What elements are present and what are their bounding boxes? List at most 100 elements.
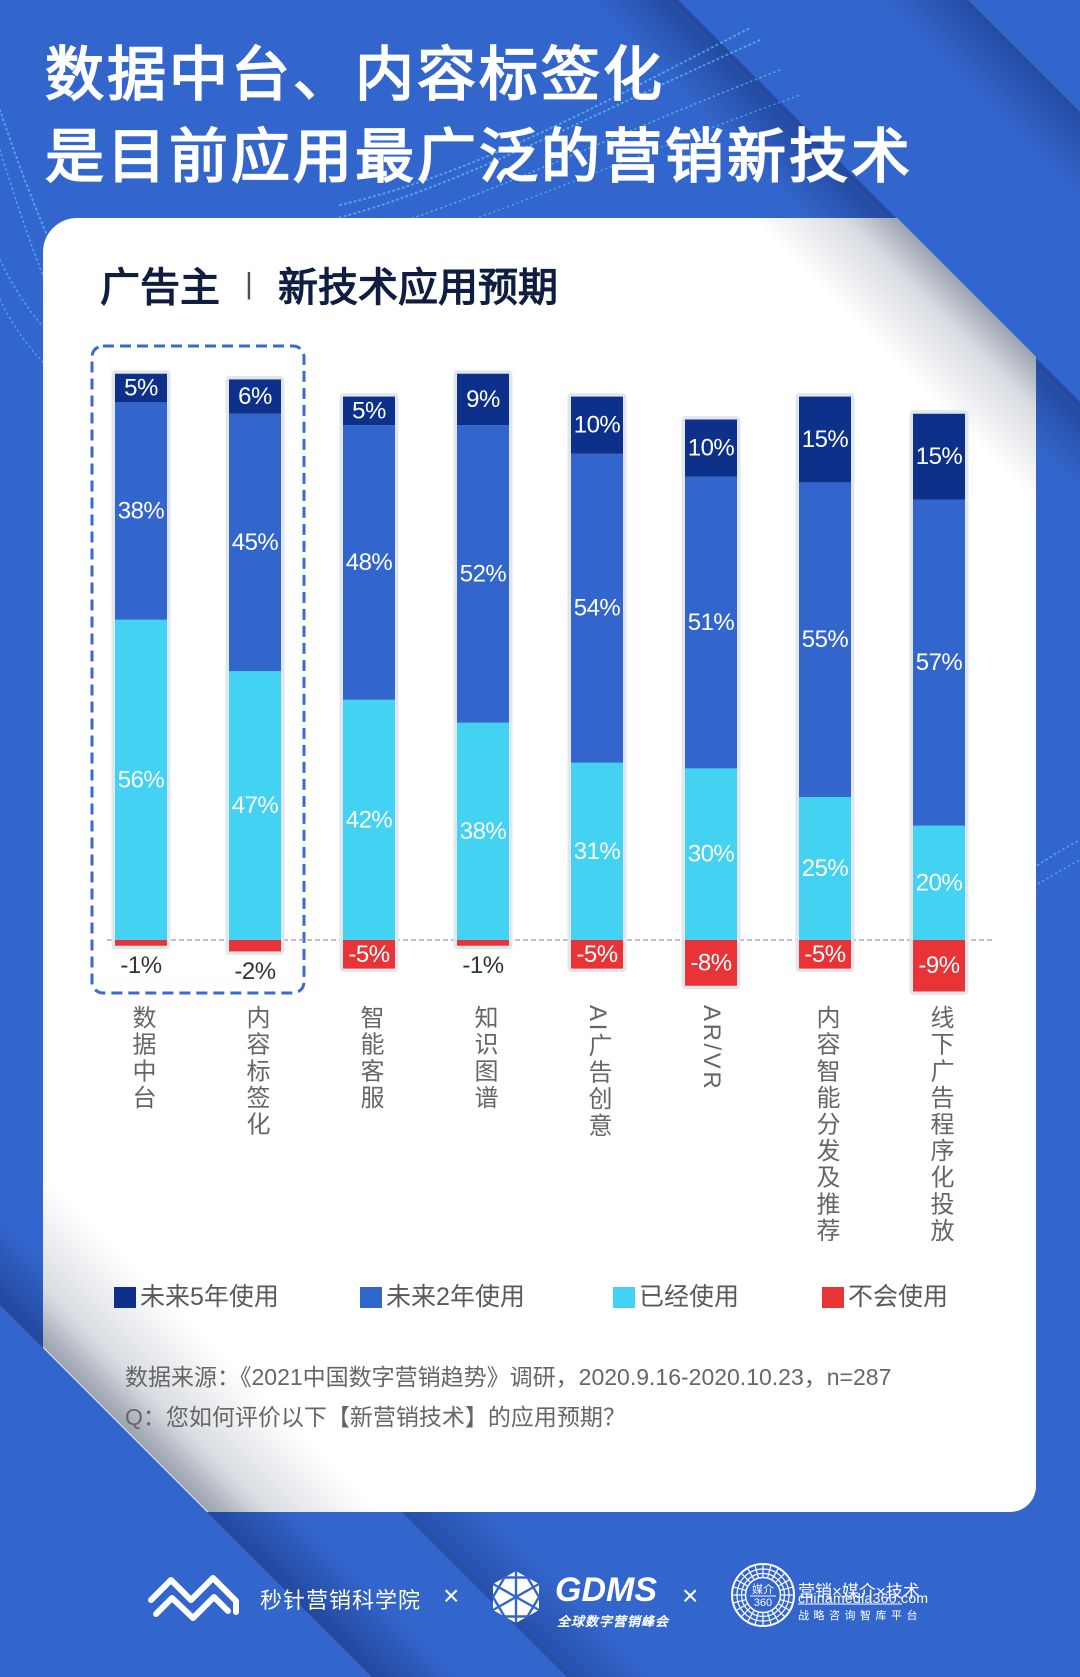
bar-segment	[457, 425, 509, 723]
bar-segment	[799, 797, 851, 940]
value-label: 15%	[802, 426, 849, 453]
partner-miaozhen-name: 秒针营销科学院	[260, 1588, 422, 1613]
bar-segment	[229, 671, 281, 940]
page-title: 数据中台、内容标签化 是目前应用最广泛的营销新技术	[45, 34, 913, 198]
legend-item-5yr: 未来5年使用	[114, 1283, 279, 1311]
legend-item-already: 已经使用	[613, 1283, 739, 1311]
bar-stack: 20% 57% 15% -9%	[909, 410, 969, 995]
value-label: -9%	[918, 952, 959, 979]
partner-gdms-subtitle: 全球数字营销峰会	[557, 1614, 670, 1629]
bar-segment	[685, 419, 737, 477]
value-label: -1%	[120, 952, 161, 979]
value-label: 9%	[466, 386, 500, 413]
data-source-note: 数据来源：《2021中国数字营销趋势》调研，2020.9.16-2020.10.…	[125, 1364, 892, 1390]
value-label: 42%	[346, 806, 393, 833]
value-label: 47%	[232, 792, 279, 819]
value-label: 31%	[574, 838, 621, 865]
value-label: -2%	[234, 958, 275, 985]
category-label: AI广告创意	[584, 1005, 611, 1140]
legend-swatch	[360, 1286, 382, 1308]
category-label: 知识图谱	[470, 1005, 497, 1112]
bar-segment	[913, 499, 965, 826]
bar-segment-negative	[913, 940, 965, 992]
value-label: -5%	[804, 941, 845, 968]
chart-title-topic: 新技术应用预期	[278, 266, 558, 310]
value-label: 57%	[916, 649, 963, 676]
partner-media360-tagline: 战略咨询智库平台	[798, 1610, 922, 1622]
bar-segment	[457, 722, 509, 940]
bar-segment	[115, 619, 167, 940]
bar-segment	[571, 453, 623, 763]
chart-title: 广告主 丨 新技术应用预期	[100, 266, 558, 310]
bar-segment-negative	[685, 940, 737, 986]
value-label: 6%	[238, 383, 272, 410]
category-label: 智能客服	[356, 1005, 383, 1112]
bar-stack: 38% 52% 9% -1%	[453, 370, 513, 979]
bar-stack: 42% 48% 5% -5%	[339, 393, 399, 973]
highlight-box	[90, 344, 306, 995]
category-label: 数据中台	[128, 1005, 155, 1112]
bar-segment	[913, 413, 965, 500]
value-label: 10%	[688, 435, 735, 462]
legend-item-2yr: 未来2年使用	[360, 1283, 525, 1311]
bar-segment	[343, 425, 395, 700]
value-label: 55%	[802, 626, 849, 653]
value-label: 54%	[574, 595, 621, 622]
bar-segment	[571, 396, 623, 454]
value-label: -8%	[690, 949, 731, 976]
value-label: 45%	[232, 529, 279, 556]
value-label: -5%	[576, 941, 617, 968]
value-label: 25%	[802, 855, 849, 882]
partner-media360-slogan: 营销×媒介×技术	[798, 1582, 920, 1601]
bar-stack: 25% 55% 15% -5%	[795, 393, 855, 973]
bar-segment	[343, 396, 395, 426]
value-label: 51%	[688, 609, 735, 636]
partner-media360-site: chinamedia360.com	[798, 1590, 929, 1606]
bar-segment	[115, 373, 167, 403]
bar-segment	[229, 413, 281, 672]
value-label: 48%	[346, 549, 393, 576]
value-label: -5%	[348, 941, 389, 968]
value-label: 38%	[460, 818, 507, 845]
legend-label: 未来2年使用	[386, 1283, 525, 1311]
legend-label: 已经使用	[639, 1283, 740, 1311]
legend-label: 不会使用	[848, 1283, 949, 1311]
bar-segment-negative	[343, 940, 395, 969]
value-label: 5%	[124, 375, 158, 402]
bar-stack: 47% 45% 6% -2%	[225, 375, 285, 985]
bar-segment	[799, 482, 851, 797]
bar-segment	[685, 768, 737, 940]
page-title-line-2: 是目前应用最广泛的营销新技术	[45, 124, 914, 190]
value-label: 15%	[916, 443, 963, 470]
bar-stack: 56% 38% 5% -1%	[111, 370, 171, 979]
value-label: -1%	[462, 952, 503, 979]
bar-stack: 30% 51% 10% -8%	[681, 415, 741, 990]
value-label: 56%	[118, 766, 165, 793]
category-label: 线下广告程序化投放	[926, 1005, 953, 1245]
bar-segment-negative	[571, 940, 623, 969]
legend-swatch	[613, 1286, 635, 1308]
bar-segment	[229, 379, 281, 414]
value-label: 38%	[118, 498, 165, 525]
hexagon-logo-icon	[491, 1571, 541, 1623]
globe-grid-logo-icon	[731, 1563, 795, 1627]
chart-title-subject: 广告主	[100, 266, 220, 310]
bar-segment	[685, 476, 737, 769]
category-label: 内容标签化	[242, 1005, 269, 1138]
partner-separator: ×	[682, 1580, 699, 1611]
legend-item-never: 不会使用	[822, 1283, 948, 1311]
value-label: 52%	[460, 560, 507, 587]
category-label: AR/VR	[698, 1005, 725, 1092]
category-label: 内容智能分发及推荐	[812, 1005, 839, 1245]
bar-segment	[913, 825, 965, 940]
partner-separator: ×	[443, 1580, 460, 1611]
value-label: 20%	[916, 869, 963, 896]
bar-segment	[115, 402, 167, 620]
globe-logo-text-bottom: 360	[753, 1597, 773, 1609]
value-label: 30%	[688, 841, 735, 868]
bar-segment-negative	[229, 940, 281, 952]
survey-question-note: Q：您如何评价以下【新营销技术】的应用预期？	[125, 1404, 626, 1430]
